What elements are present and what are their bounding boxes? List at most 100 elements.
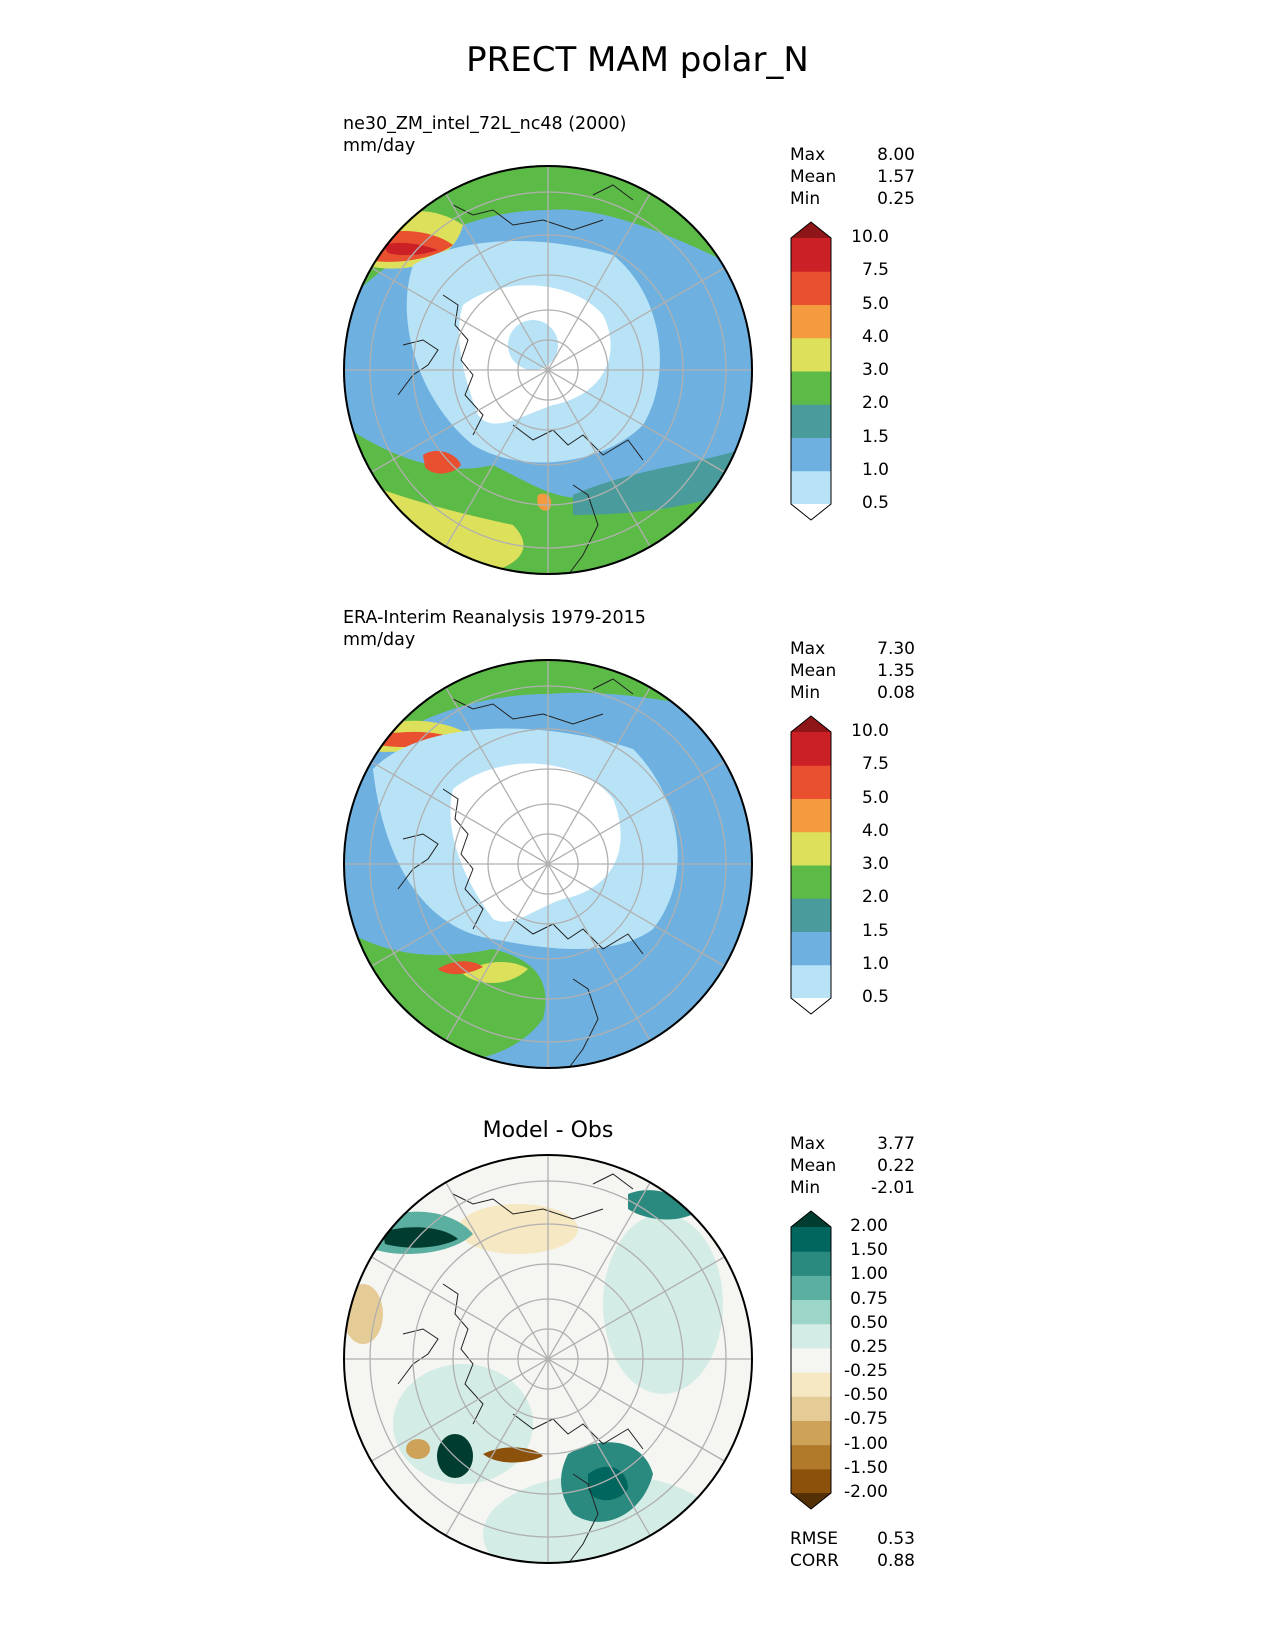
colorbar-bottom-extension: [791, 1493, 831, 1509]
colorbar-segment: [791, 1372, 831, 1397]
map-1-graticule: [343, 165, 753, 575]
colorbar-top-extension: [791, 1211, 831, 1227]
stat-label: Mean: [790, 1156, 837, 1176]
colorbar-segment: [791, 404, 831, 438]
colorbar-tick-label: -2.00: [844, 1482, 888, 1502]
panel-3-metrics: RMSE 0.53 CORR 0.88: [790, 1528, 915, 1572]
metric-corr: 0.88: [877, 1551, 915, 1571]
metric-label: RMSE: [790, 1529, 839, 1549]
colorbar-bottom-extension: [791, 504, 831, 520]
stat-label: Mean: [790, 661, 837, 681]
panel-1-stats: Max 8.00 Mean 1.57 Min 0.25: [790, 144, 915, 210]
colorbar-segment: [791, 831, 831, 866]
metric-label: CORR: [790, 1551, 839, 1571]
colorbar-top-extension: [791, 716, 831, 732]
panel-3-title: Model - Obs: [482, 1118, 614, 1143]
colorbar-outline: [790, 715, 832, 1015]
panel-2-stats: Max 7.30 Mean 1.35 Min 0.08: [790, 638, 915, 704]
map-1-pacific-darkred: [383, 242, 438, 256]
colorbar-segment: [791, 1275, 831, 1301]
colorbar-tick-label: -0.75: [844, 1409, 888, 1430]
colorbar-tick-label: 3.0: [861, 854, 889, 874]
stat-max: 8.00: [877, 145, 915, 165]
map-3-boundary: [343, 1154, 753, 1564]
panel-1-title: ne30_ZM_intel_72L_nc48 (2000): [343, 114, 627, 134]
panel-3-map: [343, 1154, 753, 1564]
colorbar-tick-label: 2.00: [850, 1216, 888, 1236]
colorbar-segment: [791, 898, 831, 932]
stat-label: Max: [790, 1134, 826, 1154]
colorbar-segment: [791, 765, 831, 799]
stat-min: 0.08: [877, 683, 915, 703]
colorbar-outline: [790, 221, 832, 521]
panel-3-stats: Max 3.77 Mean 0.22 Min -2.01: [790, 1133, 915, 1199]
panel-2-colorbar: [790, 715, 832, 1015]
colorbar-segment: [791, 470, 831, 505]
stat-min: -2.01: [871, 1178, 915, 1198]
panel-1-colorbar-labels: 0.5 1.0 1.5 2.0 3.0 4.0 5.0 7.5 10.0: [842, 222, 912, 520]
colorbar-segment: [791, 304, 831, 339]
colorbar-tick-label: 2.0: [861, 393, 889, 414]
colorbar-tick-label: 1.50: [850, 1240, 888, 1261]
stat-label: Mean: [790, 167, 837, 187]
colorbar-segment: [791, 1444, 831, 1470]
stat-mean: 1.35: [877, 661, 915, 681]
colorbar-segment: [791, 1251, 831, 1276]
panel-1-map: [343, 165, 753, 575]
stat-label: Max: [790, 639, 826, 659]
colorbar-segment: [791, 1323, 831, 1349]
colorbar-segment: [791, 732, 831, 766]
colorbar-tick-label: 0.75: [850, 1288, 888, 1309]
colorbar-tick-label: 10.0: [851, 721, 889, 741]
panel-1-units: mm/day: [343, 136, 416, 156]
colorbar-tick-label: -0.50: [844, 1385, 888, 1406]
colorbar-segment: [791, 238, 831, 272]
panel-2-title: ERA-Interim Reanalysis 1979-2015: [343, 608, 646, 628]
colorbar-tick-label: 7.5: [861, 754, 889, 775]
map-3-light-teal: [483, 1474, 723, 1564]
colorbar-segment: [791, 798, 831, 833]
map-1-coastlines: [397, 184, 644, 575]
colorbar-tick-label: 10.0: [851, 227, 889, 247]
colorbar-top-extension: [791, 222, 831, 238]
map-3-brown-spot: [406, 1439, 430, 1459]
colorbar-tick-label: 4.0: [861, 820, 889, 841]
colorbar-tick-label: 5.0: [861, 787, 889, 808]
metric-rmse: 0.53: [877, 1529, 915, 1549]
stat-label: Max: [790, 145, 826, 165]
stat-max: 7.30: [877, 639, 915, 659]
colorbar-segment: [791, 271, 831, 305]
colorbar-segment: [791, 1347, 831, 1373]
map-3-pacific-darkteal: [383, 1227, 458, 1248]
colorbar-segment: [791, 1227, 831, 1252]
stat-mean: 1.57: [877, 167, 915, 187]
map-2-coastlines: [397, 678, 644, 1069]
panel-2-units: mm/day: [343, 630, 416, 650]
map-3-coastlines: [397, 1173, 644, 1564]
colorbar-tick-label: 4.0: [861, 326, 889, 347]
colorbar-segment: [791, 1468, 831, 1494]
colorbar-tick-label: 0.50: [850, 1312, 888, 1333]
stat-label: Min: [790, 189, 821, 209]
colorbar-tick-label: -0.25: [844, 1361, 888, 1382]
colorbar-tick-label: 0.5: [861, 493, 889, 513]
colorbar-tick-label: 5.0: [861, 293, 889, 314]
stat-label: Min: [790, 683, 821, 703]
map-3-graticule: [343, 1154, 753, 1564]
colorbar-tick-label: 2.0: [861, 887, 889, 908]
colorbar-segment: [791, 865, 831, 899]
colorbar-tick-label: 1.00: [850, 1264, 888, 1285]
map-1-green-north: [343, 165, 753, 305]
colorbar-tick-label: 1.5: [861, 426, 889, 447]
stat-mean: 0.22: [877, 1156, 915, 1176]
panel-3-colorbar: [790, 1210, 832, 1510]
colorbar-segment: [791, 931, 831, 966]
panel-3-colorbar-labels: -2.00 -1.50 -1.00 -0.75 -0.50 -0.25 0.25 0.50 0.…: [838, 1211, 908, 1509]
colorbar-tick-label: 0.5: [861, 987, 889, 1007]
map-2-atlantic-red: [438, 961, 483, 975]
colorbar-tick-label: 0.25: [850, 1336, 888, 1357]
colorbar-bottom-extension: [791, 998, 831, 1014]
colorbar-tick-label: 3.0: [861, 360, 889, 380]
colorbar-outline: [790, 1210, 832, 1510]
map-3-light-teal: [603, 1214, 723, 1394]
